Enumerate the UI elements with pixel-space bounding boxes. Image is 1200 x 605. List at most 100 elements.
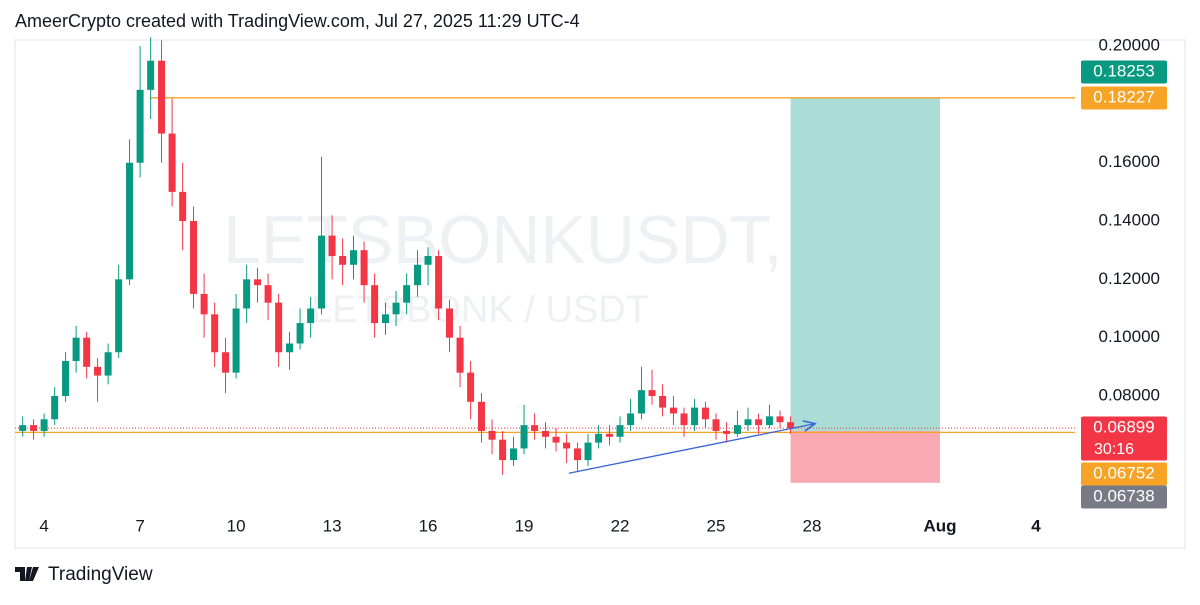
candle-body xyxy=(392,302,400,315)
header: AmeerCrypto created with TradingView.com… xyxy=(15,11,580,31)
watermark-sub: LETSBONK / USDT xyxy=(311,289,649,331)
candle-body xyxy=(659,395,667,408)
candle-body xyxy=(104,352,112,376)
price-label-box xyxy=(1081,60,1167,84)
y-tick-label: 0.20000 xyxy=(1099,36,1160,55)
candle-body xyxy=(680,413,688,426)
candle-body xyxy=(637,390,645,414)
candle-body xyxy=(243,279,251,309)
candle-body xyxy=(286,343,294,353)
price-label: 0.06899 xyxy=(1093,417,1154,436)
frame xyxy=(14,39,1186,549)
candle-body xyxy=(30,425,38,431)
candle-body xyxy=(222,352,230,373)
x-tick-label: 4 xyxy=(1031,516,1041,535)
candle-body xyxy=(701,407,709,420)
price-label-box xyxy=(1081,86,1167,110)
candle-body xyxy=(168,133,176,192)
candle-body xyxy=(531,425,539,431)
candle-body xyxy=(520,425,528,449)
candle-body xyxy=(382,314,390,324)
candle-body xyxy=(616,425,624,437)
candle-body xyxy=(477,401,485,431)
price-label-box xyxy=(1081,416,1167,461)
candle-body xyxy=(147,60,155,90)
candle-body xyxy=(605,433,613,437)
candle-body xyxy=(723,430,731,434)
price-label-box xyxy=(1081,462,1167,486)
candle-body xyxy=(211,314,219,353)
candle-body xyxy=(467,372,475,402)
x-tick-label: 16 xyxy=(419,516,438,535)
y-tick-label: 0.10000 xyxy=(1099,327,1160,346)
candle-body xyxy=(83,337,91,367)
countdown: 30:16 xyxy=(1094,441,1134,458)
candle-body xyxy=(552,436,560,443)
candle-body xyxy=(264,285,272,303)
price-label-box xyxy=(1081,485,1167,509)
candle-body xyxy=(755,419,763,426)
profit-zone xyxy=(790,97,940,431)
x-tick-label: 4 xyxy=(39,516,48,535)
candle-body xyxy=(254,279,262,286)
candle-body xyxy=(435,256,443,309)
candle-body xyxy=(648,390,656,396)
candle-body xyxy=(94,366,102,376)
candle-body xyxy=(339,256,347,265)
y-tick-label: 0.08000 xyxy=(1099,385,1160,404)
candle-body xyxy=(627,413,635,426)
price-label: 0.18253 xyxy=(1093,61,1154,80)
candle-body xyxy=(488,430,496,440)
x-tick-label: 7 xyxy=(135,516,144,535)
candle-body xyxy=(296,323,304,344)
candle-body xyxy=(307,308,315,324)
candle-body xyxy=(318,235,326,309)
candle-body xyxy=(371,285,379,324)
x-tick-label: 19 xyxy=(515,516,534,535)
candle-body xyxy=(584,442,592,461)
candle-body xyxy=(563,442,571,449)
candle-body xyxy=(691,407,699,426)
footer: TradingView xyxy=(48,564,153,585)
candle-body xyxy=(328,235,336,257)
candle-body xyxy=(51,395,59,420)
candle-body xyxy=(136,89,144,163)
candle-body xyxy=(19,425,27,431)
candle-body xyxy=(40,419,48,431)
candle-body xyxy=(669,407,677,414)
candle-body xyxy=(403,285,411,303)
candle-body xyxy=(413,264,421,286)
logo xyxy=(15,567,39,581)
candle-body xyxy=(126,162,134,280)
x-tick-label: 28 xyxy=(803,516,822,535)
candle-body xyxy=(499,439,507,461)
candle-body xyxy=(776,416,784,423)
candle-body xyxy=(62,360,70,396)
x-tick-label: 10 xyxy=(227,516,246,535)
candle-body xyxy=(744,419,752,426)
candle-body xyxy=(232,308,240,373)
candle-body xyxy=(712,419,720,431)
candle-body xyxy=(541,430,549,437)
x-tick-label: 25 xyxy=(707,516,726,535)
candle-body xyxy=(787,422,795,429)
trend-line xyxy=(568,424,815,474)
candle-body xyxy=(360,250,368,286)
candle-body xyxy=(456,337,464,373)
candle-body xyxy=(72,337,80,361)
candle-body xyxy=(200,293,208,315)
price-label: 0.06738 xyxy=(1093,486,1154,505)
candle-body xyxy=(424,256,432,265)
y-tick-label: 0.14000 xyxy=(1099,211,1160,230)
x-tick-label: 13 xyxy=(323,516,342,535)
y-tick-label: 0.16000 xyxy=(1099,152,1160,171)
loss-zone xyxy=(790,430,940,483)
candle-body xyxy=(765,416,773,426)
candle-body xyxy=(275,302,283,353)
candle-body xyxy=(573,448,581,461)
candle-body xyxy=(179,191,187,222)
candle-body xyxy=(445,308,453,338)
x-tick-label: Aug xyxy=(923,516,956,535)
